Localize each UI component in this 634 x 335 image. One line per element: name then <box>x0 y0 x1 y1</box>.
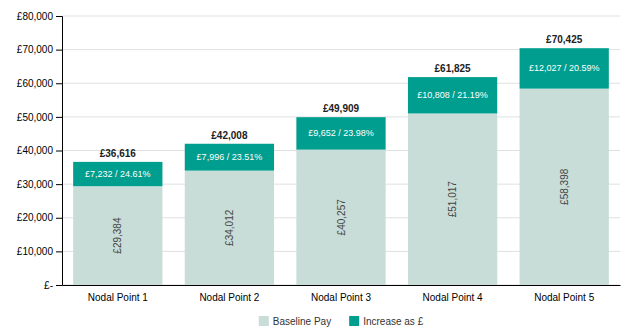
data-label: £58,398 <box>559 168 570 205</box>
data-label: £12,027 / 20.59% <box>529 63 600 73</box>
legend-label: Increase as £ <box>363 316 423 327</box>
bar <box>185 171 274 285</box>
tick: £10,000 <box>17 246 62 257</box>
data-labels: £29,384 £34,012 £40,257 £51,017 £58,398 £7,23… <box>85 34 599 253</box>
tick-label: £20,000 <box>17 212 54 223</box>
total-label: £70,425 <box>546 34 583 45</box>
legend-item: Baseline Pay <box>259 316 331 327</box>
data-label: £9,652 / 23.98% <box>308 128 374 138</box>
grid-line <box>62 16 620 17</box>
total-label: £49,909 <box>323 103 360 114</box>
tick: £30,000 <box>17 179 62 190</box>
data-label: £7,996 / 23.51% <box>197 152 263 162</box>
tick-label: £60,000 <box>17 78 54 89</box>
tick-mark <box>56 251 62 252</box>
tick-label: Nodal Point 1 <box>88 292 148 303</box>
tick-mark <box>56 50 62 51</box>
total-label: £42,008 <box>211 130 248 141</box>
total-label: £61,825 <box>435 63 472 74</box>
tick-mark <box>56 83 62 84</box>
bar <box>408 113 497 285</box>
tick-label: £10,000 <box>17 246 54 257</box>
tick-label: £70,000 <box>17 44 54 55</box>
bars <box>73 48 609 285</box>
data-label: £34,012 <box>224 209 235 246</box>
bar <box>520 89 609 285</box>
tick-mark <box>56 117 62 118</box>
y-axis: £- £10,000 £20,000 £30,000 £40,000 £50,000 £60… <box>17 11 63 291</box>
tick: Nodal Point 3 <box>311 292 371 303</box>
tick: Nodal Point 1 <box>88 292 148 303</box>
tick-label: £30,000 <box>17 179 54 190</box>
grid <box>62 16 620 285</box>
x-axis: Nodal Point 1 Nodal Point 2 Nodal Point 3 N… <box>63 286 621 304</box>
tick: Nodal Point 4 <box>423 292 483 303</box>
axis-line <box>56 17 63 286</box>
legend-swatch <box>349 316 359 326</box>
plot: £- £10,000 £20,000 £30,000 £40,000 £50,000 £60… <box>17 11 621 303</box>
chart: £- £10,000 £20,000 £30,000 £40,000 £50,000 £60… <box>0 0 634 335</box>
tick: £20,000 <box>17 212 62 223</box>
data-label: £29,384 <box>112 217 123 254</box>
total-label: £36,616 <box>100 148 137 159</box>
tick: £50,000 <box>17 112 62 123</box>
legend-label: Baseline Pay <box>273 316 331 327</box>
bar <box>185 144 274 171</box>
tick-mark <box>56 151 62 152</box>
tick-label: £80,000 <box>17 11 54 22</box>
bar <box>296 117 385 149</box>
axis-line <box>63 285 621 286</box>
tick-label: Nodal Point 4 <box>423 292 483 303</box>
tick: Nodal Point 5 <box>534 292 594 303</box>
tick-label: Nodal Point 3 <box>311 292 371 303</box>
tick-label: Nodal Point 2 <box>199 292 259 303</box>
data-label: £40,257 <box>336 199 347 236</box>
tick-label: £50,000 <box>17 112 54 123</box>
tick-label: Nodal Point 5 <box>534 292 594 303</box>
data-label: £10,808 / 21.19% <box>417 90 488 100</box>
bar <box>296 150 385 285</box>
legend-swatch <box>259 316 269 326</box>
tick: £80,000 <box>17 11 62 22</box>
bar <box>408 77 497 113</box>
bar <box>520 48 609 88</box>
bar <box>73 186 162 285</box>
data-label: £51,017 <box>447 181 458 218</box>
tick: £40,000 <box>17 145 62 156</box>
bar-series <box>73 48 609 186</box>
legend: Baseline Pay Increase as £ <box>259 316 424 327</box>
tick-mark <box>56 16 62 17</box>
bar-series <box>73 89 609 285</box>
tick: Nodal Point 2 <box>199 292 259 303</box>
tick: £70,000 <box>17 44 62 55</box>
tick: £60,000 <box>17 78 62 89</box>
tick: £- <box>44 280 62 291</box>
tick-mark <box>56 218 62 219</box>
data-label: £7,232 / 24.61% <box>85 169 151 179</box>
tick-label: £40,000 <box>17 145 54 156</box>
tick-mark <box>56 285 62 286</box>
bar <box>73 162 162 186</box>
legend-item: Increase as £ <box>349 316 423 327</box>
tick-label: £- <box>44 280 53 291</box>
tick-mark <box>56 184 62 185</box>
